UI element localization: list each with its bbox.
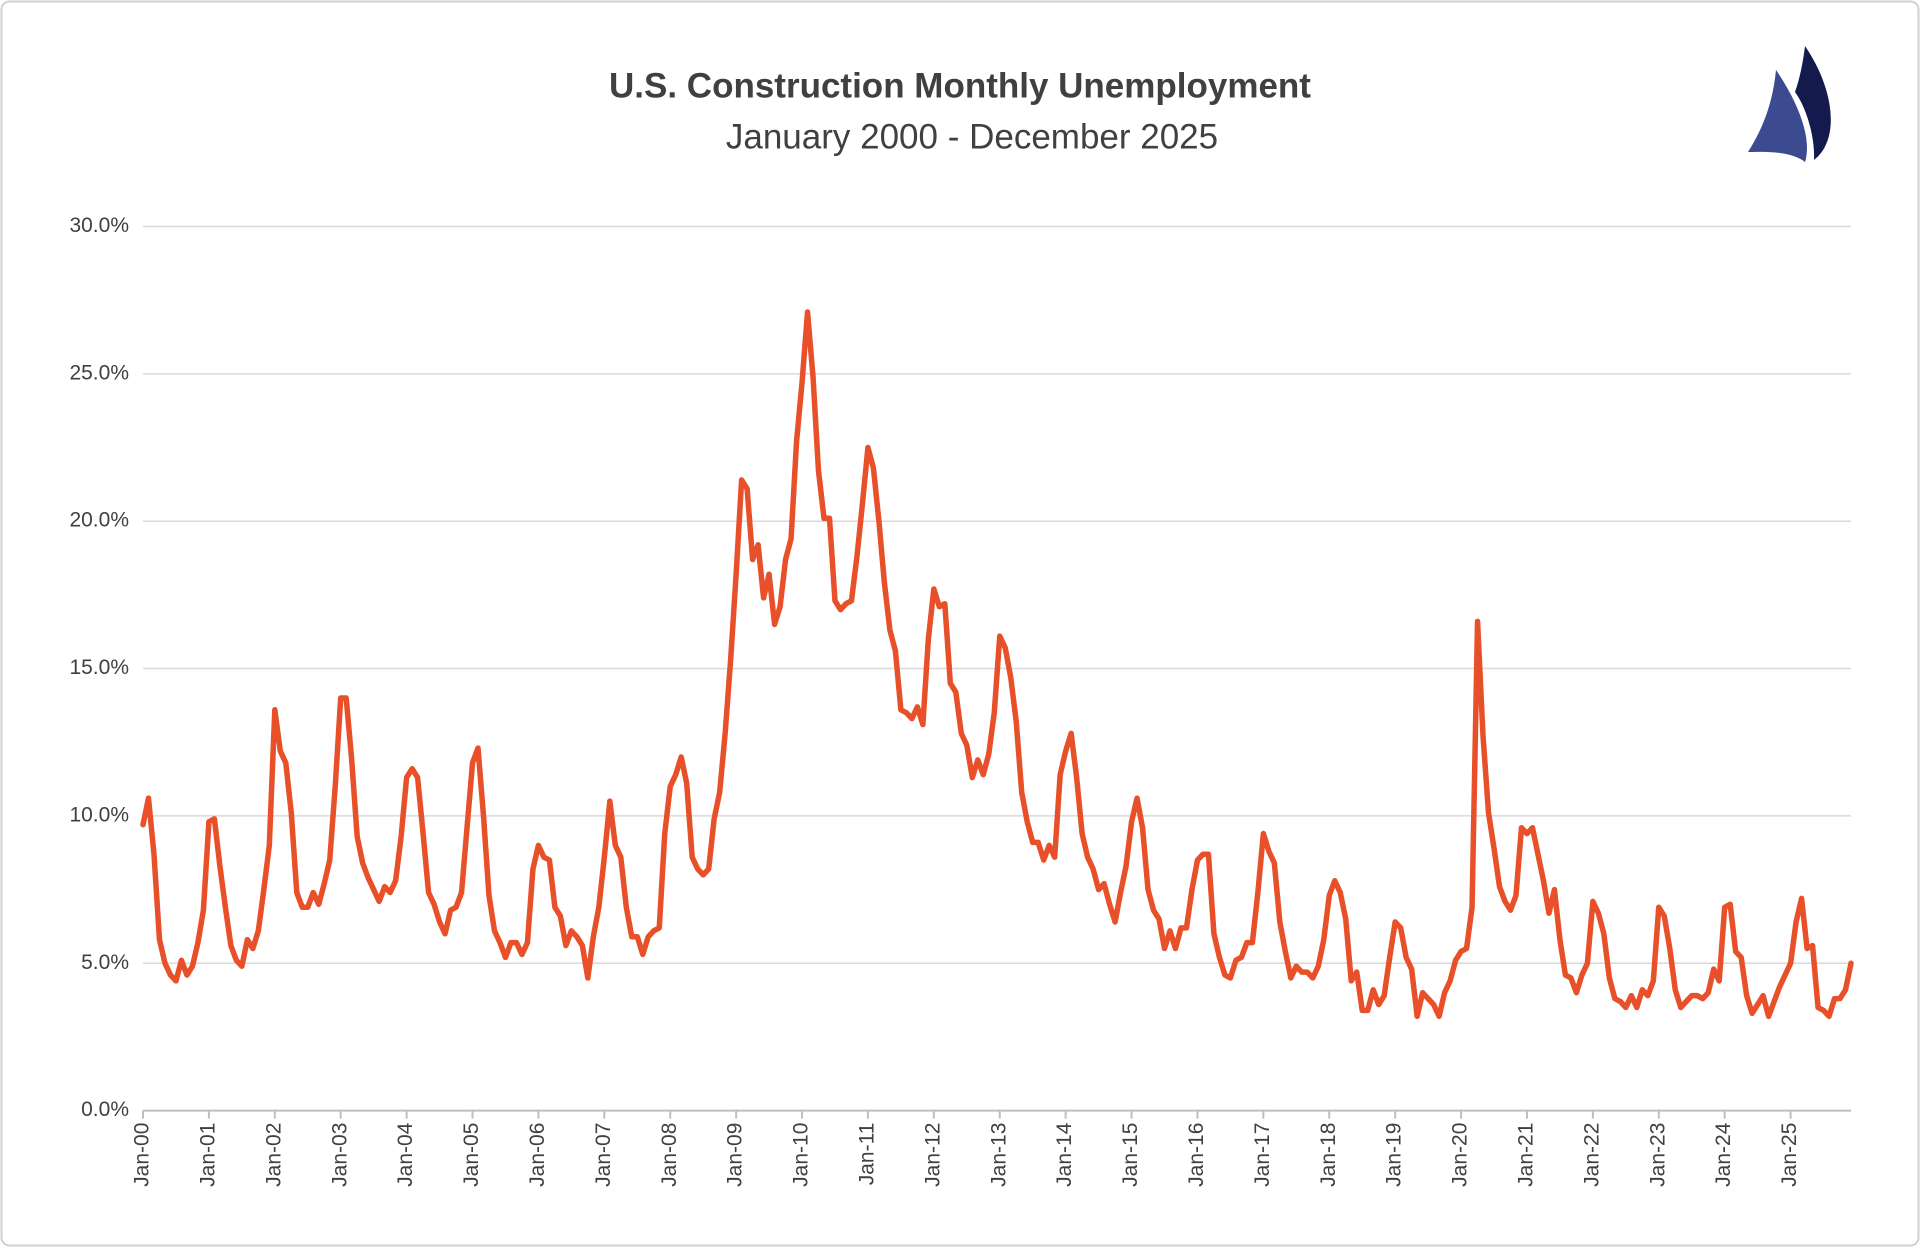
y-tick-label: 20.0% xyxy=(69,509,129,532)
logo xyxy=(1748,46,1831,162)
chart-subtitle: January 2000 - December 2025 xyxy=(726,117,1218,156)
logo-sail-right xyxy=(1795,46,1831,160)
x-tick-label: Jan-03 xyxy=(328,1123,351,1187)
x-tick-label: Jan-13 xyxy=(987,1123,1010,1187)
x-tick-label: Jan-15 xyxy=(1119,1123,1142,1187)
x-tick-label: Jan-18 xyxy=(1317,1123,1340,1187)
x-tick-label: Jan-05 xyxy=(460,1123,483,1187)
x-tick-label: Jan-10 xyxy=(790,1123,813,1187)
x-tick-label: Jan-24 xyxy=(1712,1122,1735,1187)
x-tick-label: Jan-22 xyxy=(1580,1123,1603,1187)
x-tick-label: Jan-01 xyxy=(196,1123,219,1187)
x-tick-label: Jan-25 xyxy=(1778,1123,1801,1187)
x-tick-label: Jan-23 xyxy=(1646,1123,1669,1187)
x-tick-label: Jan-21 xyxy=(1515,1123,1538,1187)
chart-title: U.S. Construction Monthly Unemployment xyxy=(609,66,1311,105)
y-tick-label: 5.0% xyxy=(81,951,129,974)
x-tick-label: Jan-09 xyxy=(724,1123,747,1187)
x-tick-label: Jan-00 xyxy=(131,1123,154,1187)
y-tick-label: 10.0% xyxy=(69,803,129,826)
x-tick-label: Jan-02 xyxy=(262,1123,285,1187)
x-tick-label: Jan-17 xyxy=(1251,1123,1274,1187)
x-tick-label: Jan-07 xyxy=(592,1123,615,1187)
y-tick-label: 25.0% xyxy=(69,361,129,384)
y-tick-label: 0.0% xyxy=(81,1098,129,1121)
x-tick-label: Jan-14 xyxy=(1053,1122,1076,1187)
y-tick-label: 15.0% xyxy=(69,656,129,679)
x-tick-label: Jan-16 xyxy=(1185,1123,1208,1187)
y-tick-label: 30.0% xyxy=(69,214,129,237)
x-tick-label: Jan-12 xyxy=(921,1123,944,1187)
x-tick-label: Jan-04 xyxy=(394,1122,417,1187)
x-tick-label: Jan-20 xyxy=(1449,1123,1472,1187)
logo-sail-left xyxy=(1748,70,1807,162)
x-tick-label: Jan-11 xyxy=(855,1123,878,1186)
x-tick-label: Jan-19 xyxy=(1383,1123,1406,1187)
x-tick-label: Jan-08 xyxy=(658,1123,681,1187)
x-tick-label: Jan-06 xyxy=(526,1123,549,1187)
data-line xyxy=(140,309,1854,1020)
